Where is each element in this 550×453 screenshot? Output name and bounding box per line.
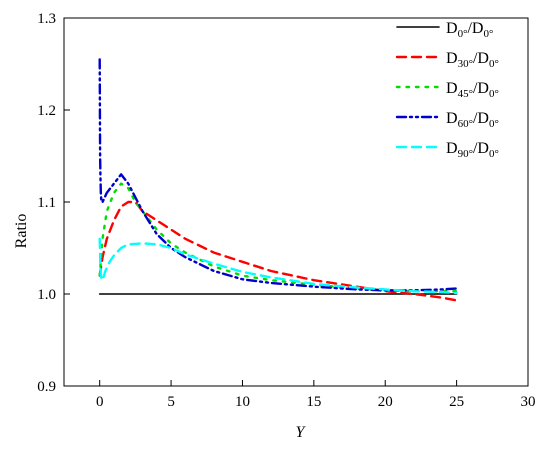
y-axis-title: Ratio: [13, 214, 30, 249]
series-line-4: [98, 237, 458, 295]
x-tick-label: 0: [96, 394, 104, 410]
legend-label: D60°/D0°: [446, 110, 499, 130]
x-axis-title: Y: [296, 424, 307, 441]
axes: 0 5 10 15 20 25 30 0.9 1.0 1.1 1.2 1.3: [37, 11, 535, 410]
y-tick-label: 1.0: [37, 287, 56, 303]
y-tick-label: 1.2: [37, 103, 56, 119]
y-tick-label: 0.9: [37, 379, 56, 395]
series-line-3: [98, 58, 458, 292]
legend-label: D90°/D0°: [446, 140, 499, 160]
x-tick-label: 15: [306, 394, 321, 410]
x-tick-label: 5: [167, 394, 175, 410]
legend: D0°/D0° D30°/D0° D45°/D0° D60°/D0° D90°/D0°: [395, 20, 499, 160]
x-tick-label: 20: [378, 394, 393, 410]
legend-label: D45°/D0°: [446, 80, 499, 100]
series-layer: [98, 58, 458, 302]
x-tick-label: 10: [235, 394, 250, 410]
legend-label: D30°/D0°: [446, 50, 499, 70]
plot-area: [63, 17, 529, 387]
x-tick-label: 25: [449, 394, 464, 410]
y-tick-label: 1.3: [37, 11, 56, 27]
plot-frame: [63, 17, 529, 387]
series-line-2: [98, 182, 458, 293]
y-tick-label: 1.1: [37, 195, 56, 211]
legend-label: D0°/D0°: [446, 20, 493, 40]
x-tick-label: 30: [521, 394, 536, 410]
series-line-1: [98, 200, 458, 302]
